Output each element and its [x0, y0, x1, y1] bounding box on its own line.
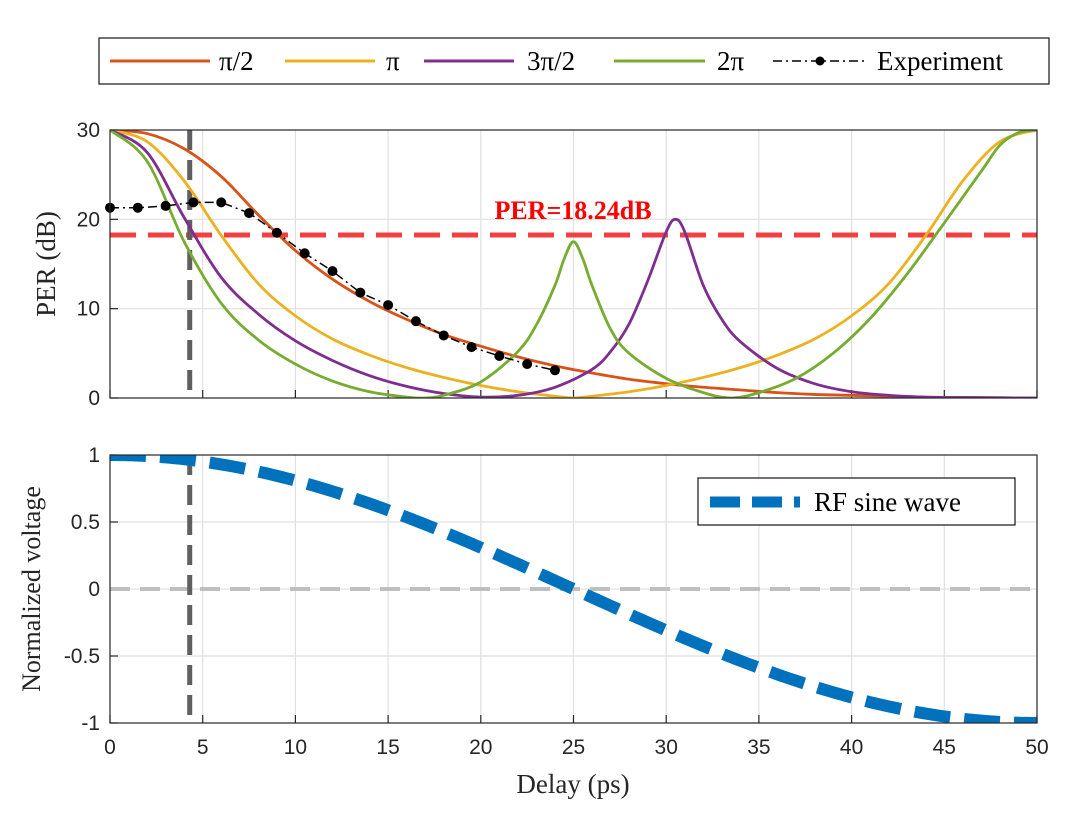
x-tick-label: 30	[655, 736, 678, 759]
series-line-two-pi	[110, 130, 1037, 398]
experiment-point	[327, 266, 338, 277]
x-tick-label: 5	[197, 736, 209, 759]
bottom-y-tick-label: 0.5	[71, 511, 100, 534]
top-y-tick-label: 0	[88, 387, 100, 410]
experiment-point	[438, 330, 449, 341]
experiment-point	[522, 359, 533, 370]
series-line-pi	[110, 130, 1037, 398]
experiment-point	[410, 316, 421, 327]
legend-entry-experiment: Experiment	[773, 46, 1003, 76]
x-tick-label: 35	[747, 736, 770, 759]
legend-label-two-pi: 2π	[717, 46, 745, 76]
x-tick-label: 20	[469, 736, 492, 759]
bottom-reference	[110, 455, 1037, 723]
experiment-point	[271, 227, 282, 238]
x-tick-label: 45	[933, 736, 956, 759]
legend-bottom: RF sine wave	[697, 477, 1016, 526]
bottom-series	[110, 455, 1037, 723]
bottom-y-tick-label: 1	[88, 444, 100, 467]
experiment-point	[299, 248, 310, 259]
bottom-panel: -1 -0.5 0 0.5 1 0 5 10 15 20 25 30 35 40 45 50 RF sine…	[17, 444, 1049, 799]
legend-box	[98, 37, 1050, 85]
bottom-x-tick-labels: 0 5 10 15 20 25 30 35 40 45 50	[104, 715, 1049, 759]
top-y-tick-label: 30	[77, 119, 100, 142]
legend-label-rf-sine-wave: RF sine wave	[814, 487, 961, 517]
series-line-three-pi-half	[110, 130, 1037, 398]
experiment-point	[188, 197, 199, 208]
legend-bottom-box	[697, 477, 1016, 526]
top-y-tick-label: 20	[77, 208, 100, 231]
bottom-y-tick-label: -0.5	[64, 645, 100, 668]
top-experiment-series	[105, 197, 560, 376]
x-tick-label: 10	[284, 736, 307, 759]
bottom-y-tick-label: 0	[88, 578, 100, 601]
legend-top: π/2 π 3π/2 2π Experiment	[98, 37, 1050, 85]
top-y-tick-label: 10	[77, 298, 100, 321]
legend-swatch-experiment-marker	[815, 56, 825, 66]
bottom-y-tick-labels: -1 -0.5 0 0.5 1	[64, 444, 118, 735]
bottom-y-axis-label: Normalized voltage	[17, 486, 46, 692]
legend-entry-pi-half: π/2	[110, 46, 254, 76]
x-tick-label: 40	[840, 736, 863, 759]
top-reference	[110, 130, 1037, 398]
legend-entry-three-pi-half: 3π/2	[424, 46, 575, 76]
legend-entry-pi: π	[285, 46, 400, 76]
bottom-axes-frame	[109, 454, 1038, 724]
experiment-point	[355, 287, 366, 298]
experiment-point	[494, 351, 505, 362]
legend-label-three-pi-half: 3π/2	[527, 46, 575, 76]
x-tick-label: 50	[1025, 736, 1048, 759]
x-tick-label: 15	[376, 736, 399, 759]
experiment-point	[244, 208, 255, 219]
legend-label-experiment: Experiment	[877, 46, 1003, 76]
per-reference-label: PER=18.24dB	[494, 196, 651, 225]
series-line-rf-sine-wave	[110, 455, 1037, 723]
experiment-point	[132, 202, 143, 213]
top-series	[110, 130, 1037, 398]
x-axis-label: Delay (ps)	[516, 769, 629, 799]
experiment-point	[160, 200, 171, 211]
experiment-point	[549, 365, 560, 376]
top-panel: 0 10 20 30 PER=18.24dB PER (dB)	[31, 119, 1038, 410]
x-tick-label: 25	[562, 736, 585, 759]
legend-entry-two-pi: 2π	[614, 46, 745, 76]
legend-label-pi: π	[386, 46, 400, 76]
experiment-point	[216, 197, 227, 208]
experiment-point	[466, 342, 477, 353]
legend-label-pi-half: π/2	[219, 46, 254, 76]
bottom-y-tick-label: -1	[81, 712, 100, 735]
experiment-point	[383, 300, 394, 311]
x-tick-label: 0	[104, 736, 116, 759]
top-axes-frame	[109, 129, 1038, 399]
top-y-axis-label: PER (dB)	[31, 211, 61, 317]
